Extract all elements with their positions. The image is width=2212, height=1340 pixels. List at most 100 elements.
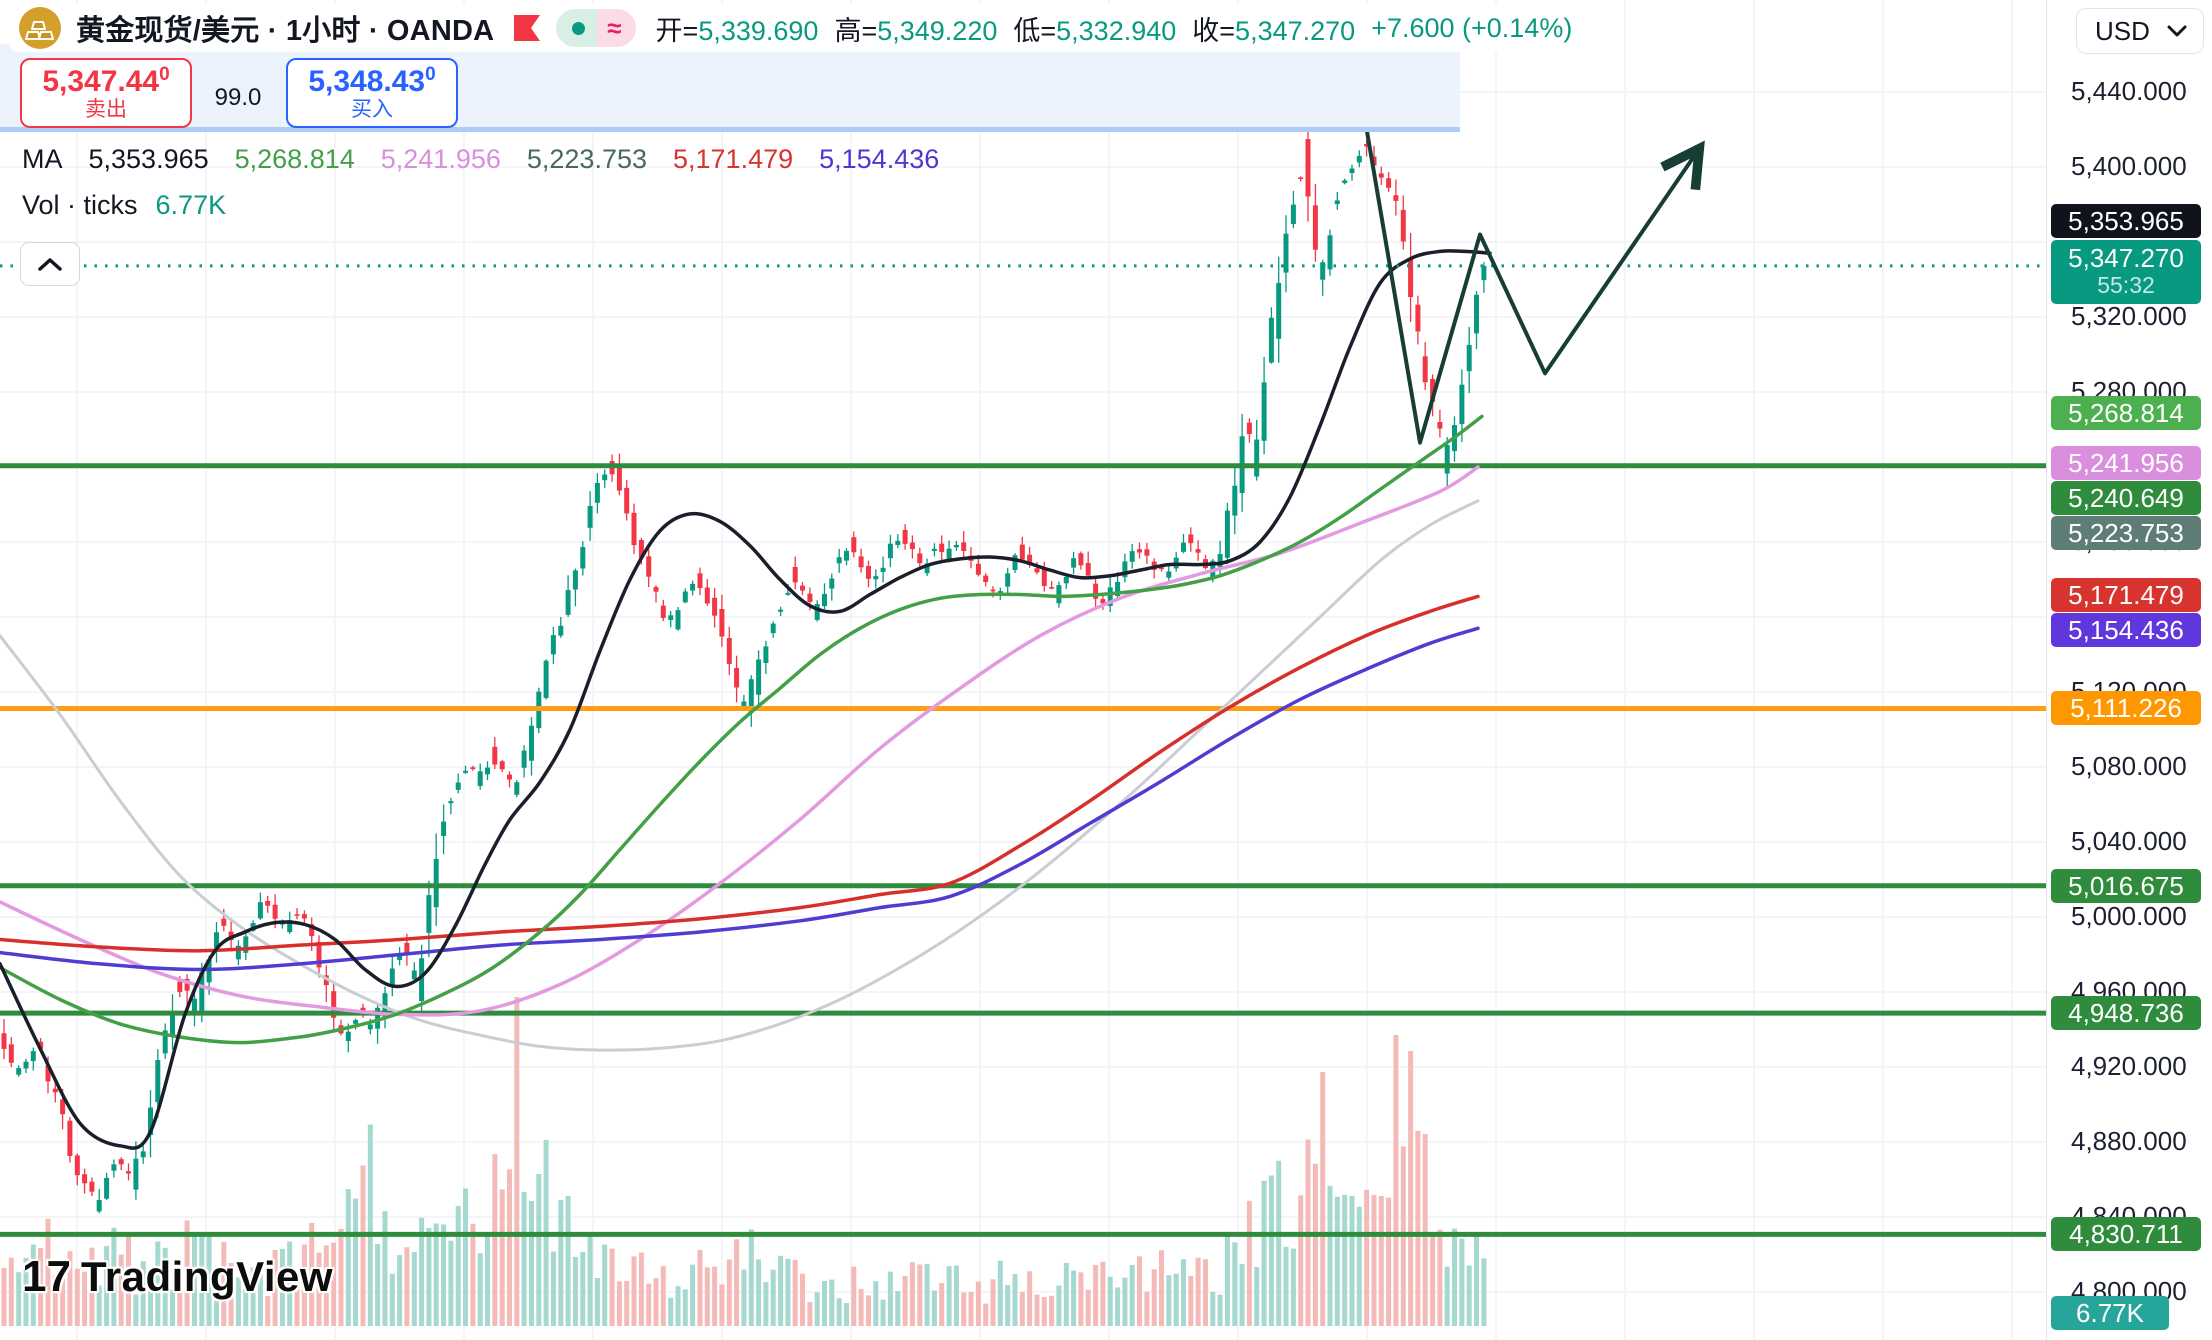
volume-bar (660, 1266, 666, 1326)
spread-value: 99.0 (214, 84, 262, 111)
volume-bar (1210, 1291, 1216, 1326)
volume-bar (800, 1273, 805, 1326)
volume-bar (653, 1278, 659, 1326)
volume-bar (52, 1275, 58, 1326)
volume-bar (690, 1264, 696, 1326)
candle (463, 770, 468, 773)
candle (558, 625, 564, 636)
volume-bar (1027, 1271, 1033, 1326)
volume-bar (682, 1289, 688, 1326)
volume-bar (60, 1273, 66, 1326)
candle (192, 998, 197, 1016)
volume-bar (1063, 1262, 1069, 1326)
candle (140, 1151, 146, 1158)
volume-bar (345, 1189, 351, 1326)
volume-bar (1466, 1265, 1472, 1326)
ohlc-readout: 开=5,339.690 高=5,349.220 低=5,332.940 收=5,… (655, 12, 1573, 46)
candle (1430, 379, 1436, 402)
volume-bar (353, 1198, 359, 1326)
candle (162, 1030, 168, 1054)
candle (1298, 177, 1304, 179)
candle (265, 901, 271, 906)
volume-bar (734, 1239, 740, 1326)
candle (909, 542, 915, 549)
candle (1246, 422, 1252, 434)
volume-bar (594, 1278, 600, 1326)
market-status-pill[interactable]: ≈ (556, 9, 636, 47)
volume-bar (902, 1275, 908, 1326)
volume-bar (1100, 1261, 1106, 1326)
candle (514, 782, 520, 795)
candle (675, 610, 681, 630)
candle (470, 767, 476, 770)
candle (1188, 534, 1194, 544)
candle (1034, 568, 1040, 573)
volume-bar (558, 1199, 564, 1326)
volume-bar (887, 1271, 893, 1326)
volume-bar (367, 1124, 373, 1326)
volume-bar (785, 1258, 791, 1326)
volume-bar (1195, 1257, 1201, 1326)
candle (74, 1155, 80, 1176)
volume-bar (609, 1248, 615, 1326)
candle (118, 1159, 124, 1165)
volume-bar (1173, 1273, 1179, 1326)
candle (565, 590, 571, 615)
candle (52, 1088, 58, 1093)
candle (89, 1181, 95, 1192)
volume-bar (492, 1154, 498, 1326)
vol-label: Vol · ticks (22, 190, 138, 220)
candle (433, 858, 439, 908)
volume-bar (1129, 1264, 1135, 1326)
candle (690, 583, 696, 591)
tradingview-watermark[interactable]: 17 TradingView (22, 1252, 334, 1301)
market-approx-icon: ≈ (597, 9, 636, 47)
candle (1305, 139, 1311, 197)
ma-value-4: 5,171.479 (673, 144, 794, 174)
price-badge: 4,830.711 (2051, 1217, 2201, 1252)
chart-canvas[interactable] (0, 0, 2046, 1340)
sell-button[interactable]: 5,347.440 卖出 (20, 58, 192, 128)
candle (1195, 549, 1201, 553)
volume-bar (807, 1302, 813, 1326)
volume-bar (23, 1257, 29, 1326)
volume-bar (441, 1224, 447, 1326)
candle (1466, 344, 1472, 372)
volume-bar (587, 1233, 593, 1326)
candle (45, 1065, 51, 1082)
candle (1386, 178, 1392, 188)
buy-button[interactable]: 5,348.430 买入 (286, 58, 458, 128)
volume-bar (309, 1222, 315, 1326)
volume-bar (1261, 1180, 1267, 1326)
volume-bar (748, 1229, 754, 1326)
candle (455, 782, 461, 790)
volume-bar (719, 1284, 725, 1326)
high-value: 5,349.220 (877, 15, 998, 46)
candle (1261, 382, 1267, 441)
trade-widget-backdrop (0, 44, 1460, 132)
currency-selector[interactable]: USD (2076, 8, 2204, 54)
candle (499, 761, 505, 770)
volume-bar (1437, 1229, 1443, 1326)
collapse-indicators-button[interactable] (20, 242, 80, 286)
candle (96, 1200, 102, 1212)
candle (800, 585, 805, 591)
candle (712, 597, 718, 616)
volume-bar (1224, 1231, 1230, 1326)
flag-icon[interactable] (512, 13, 542, 43)
candle (646, 556, 652, 577)
price-axis[interactable]: 5,440.0005,400.0005,320.0005,280.0005,20… (2046, 0, 2212, 1340)
volume-bar (895, 1291, 901, 1326)
chevron-down-icon (2167, 25, 2187, 36)
volume-bar (1371, 1194, 1377, 1326)
ma-value-3: 5,223.753 (526, 144, 647, 174)
volume-bar (844, 1303, 849, 1326)
volume-bar (118, 1254, 124, 1326)
candle (748, 679, 754, 713)
volume-bar (953, 1265, 959, 1326)
ma-value-0: 5,353.965 (88, 144, 209, 174)
candle (822, 593, 827, 607)
candle (953, 545, 959, 548)
volume-bar (287, 1241, 293, 1326)
candle (939, 543, 945, 553)
